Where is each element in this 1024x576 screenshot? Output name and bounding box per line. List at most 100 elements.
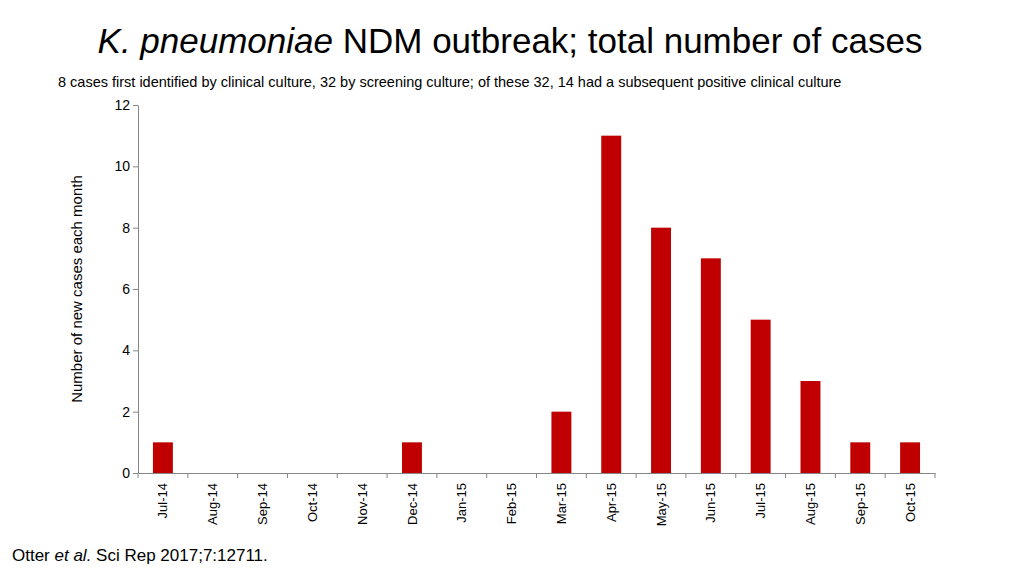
- category-divider: [287, 473, 288, 478]
- category-divider: [337, 473, 338, 478]
- y-axis-title: Number of new cases each month: [68, 175, 85, 403]
- y-tick-mark: [133, 350, 138, 351]
- category-divider: [586, 473, 587, 478]
- x-tick: Mar-15: [554, 473, 569, 524]
- category-divider: [387, 473, 388, 478]
- chart: K. pneumoniae NDM outbreak; total number…: [0, 0, 1024, 576]
- y-axis: 0 2 4 6 8 10 12: [114, 97, 138, 481]
- x-tick-label: May-15: [654, 483, 669, 526]
- y-axis-line: [138, 106, 139, 474]
- source-note: Otter et al. Sci Rep 2017;7:12711.: [12, 546, 268, 565]
- x-tick: Jul-14: [155, 473, 170, 518]
- bar: [801, 381, 821, 473]
- x-tick: Sep-15: [853, 473, 868, 525]
- category-divider: [138, 473, 139, 478]
- y-tick-label: 2: [122, 404, 130, 420]
- category-divider: [486, 473, 487, 478]
- y-tick-label: 6: [122, 281, 130, 297]
- y-tick-mark: [133, 166, 138, 167]
- y-tick-mark: [133, 105, 138, 106]
- y-tick: 4: [122, 342, 138, 358]
- x-tick: Oct-15: [903, 473, 918, 522]
- x-tick-label: Jan-15: [454, 483, 469, 523]
- x-tick-label: Sep-14: [255, 483, 270, 525]
- y-tick: 6: [122, 281, 138, 297]
- bar: [751, 320, 771, 473]
- x-tick: Feb-15: [504, 473, 519, 524]
- source-part: Sci Rep 2017;7:12711.: [91, 546, 267, 565]
- category-divider: [636, 473, 637, 478]
- bar: [701, 258, 721, 473]
- y-tick-label: 8: [122, 220, 130, 236]
- x-tick-label: Jun-15: [703, 483, 718, 523]
- category-divider: [735, 473, 736, 478]
- category-divider: [685, 473, 686, 478]
- y-tick-label: 0: [122, 465, 130, 481]
- bar: [651, 228, 671, 473]
- y-tick-mark: [133, 473, 138, 474]
- x-tick: Aug-14: [205, 473, 220, 525]
- bar: [452, 473, 472, 474]
- x-tick-label: Nov-14: [355, 483, 370, 525]
- bar: [900, 442, 920, 473]
- x-tick-label: Sep-15: [853, 483, 868, 525]
- category-dividers: [138, 473, 935, 478]
- y-tick: 12: [114, 97, 138, 113]
- x-tick-label: Oct-14: [305, 483, 320, 522]
- category-divider: [935, 473, 936, 478]
- category-divider: [187, 473, 188, 478]
- subtitle: 8 cases first identified by clinical cul…: [58, 74, 841, 90]
- y-tick-label: 12: [114, 97, 130, 113]
- x-tick-label: Apr-15: [604, 483, 619, 522]
- y-tick-mark: [133, 228, 138, 229]
- x-tick: Nov-14: [355, 473, 370, 525]
- category-divider: [885, 473, 886, 478]
- category-divider: [436, 473, 437, 478]
- source-part: Otter: [12, 546, 55, 565]
- y-tick: 10: [114, 158, 138, 174]
- x-tick-label: Mar-15: [554, 483, 569, 524]
- bar: [402, 442, 422, 473]
- x-tick: Jul-15: [753, 473, 768, 518]
- y-tick: 2: [122, 404, 138, 420]
- bar: [203, 473, 223, 474]
- x-tick-label: Jul-15: [753, 483, 768, 518]
- x-tick: Aug-15: [803, 473, 818, 525]
- bar: [502, 473, 522, 474]
- x-tick: May-15: [654, 473, 669, 526]
- y-tick-label: 4: [122, 342, 130, 358]
- y-tick: 0: [122, 465, 138, 481]
- x-tick: Oct-14: [305, 473, 320, 522]
- category-divider: [237, 473, 238, 478]
- bar: [352, 473, 372, 474]
- bar: [601, 136, 621, 473]
- title-rest: NDM outbreak; total number of cases: [333, 21, 922, 60]
- x-axis: Jul-14 Aug-14 Sep-14 Oct-14 Nov-14 Dec-14 Jan-…: [139, 473, 936, 526]
- x-tick-label: Aug-14: [205, 483, 220, 525]
- y-tick-mark: [133, 412, 138, 413]
- bar: [551, 412, 571, 473]
- x-tick-label: Feb-15: [504, 483, 519, 524]
- x-tick-label: Oct-15: [903, 483, 918, 522]
- y-tick-label: 10: [114, 158, 130, 174]
- category-divider: [785, 473, 786, 478]
- x-tick: Jun-15: [703, 473, 718, 523]
- x-tick: Dec-14: [405, 473, 420, 525]
- bars: [153, 136, 920, 473]
- y-tick: 8: [122, 220, 138, 236]
- title: K. pneumoniae NDM outbreak; total number…: [98, 21, 923, 60]
- source-part: et al.: [55, 546, 92, 565]
- category-divider: [536, 473, 537, 478]
- bar: [850, 442, 870, 473]
- x-tick: Jan-15: [454, 473, 469, 523]
- x-tick-label: Aug-15: [803, 483, 818, 525]
- bar: [153, 442, 173, 473]
- title-italic: K. pneumoniae: [98, 21, 333, 60]
- category-divider: [835, 473, 836, 478]
- bar: [253, 473, 273, 474]
- bar: [302, 473, 322, 474]
- x-tick-label: Dec-14: [405, 483, 420, 525]
- x-tick: Apr-15: [604, 473, 619, 522]
- x-tick: Sep-14: [255, 473, 270, 525]
- x-tick-label: Jul-14: [155, 483, 170, 518]
